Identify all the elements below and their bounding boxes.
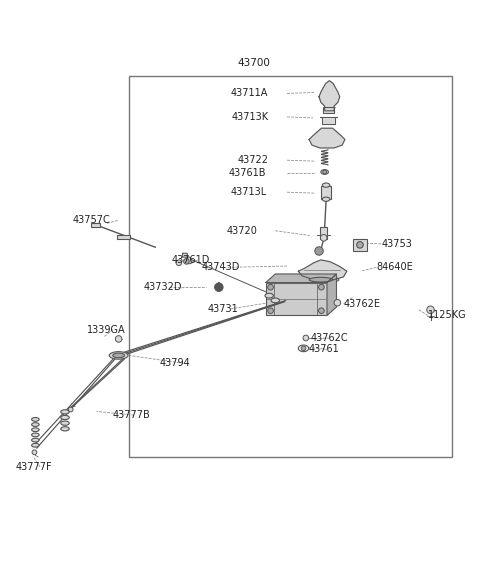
Circle shape [68,407,73,412]
Polygon shape [327,274,336,315]
Ellipse shape [32,428,39,432]
Ellipse shape [32,433,39,437]
Text: 1125KG: 1125KG [428,310,467,320]
Text: 43777F: 43777F [15,462,52,472]
Circle shape [268,308,274,314]
Circle shape [32,450,37,455]
Text: 43713K: 43713K [231,112,268,122]
Text: 43762C: 43762C [311,333,348,343]
Polygon shape [309,128,345,148]
Text: 43720: 43720 [227,226,258,236]
Polygon shape [320,117,337,124]
Ellipse shape [32,423,39,427]
Circle shape [176,260,181,266]
Circle shape [319,308,324,314]
Text: 43731: 43731 [208,304,239,314]
Text: 43711A: 43711A [231,88,268,98]
Circle shape [303,335,309,341]
Text: 43732D: 43732D [144,282,182,292]
Text: 43777B: 43777B [113,410,151,420]
Ellipse shape [309,277,333,282]
Circle shape [301,346,306,351]
Polygon shape [319,81,340,111]
Ellipse shape [32,438,39,442]
Circle shape [115,336,122,342]
Circle shape [323,170,326,174]
Circle shape [334,299,341,306]
Circle shape [427,306,434,314]
Bar [130,76,452,457]
Text: 43700: 43700 [238,58,271,68]
Ellipse shape [271,298,279,303]
Bar [91,223,100,227]
Text: 43743D: 43743D [202,263,240,272]
Bar [323,107,334,113]
Ellipse shape [109,351,128,359]
Ellipse shape [357,242,363,248]
Bar [117,235,130,239]
Ellipse shape [61,410,69,414]
Ellipse shape [321,170,328,175]
Ellipse shape [113,353,124,358]
Text: 43722: 43722 [237,155,268,165]
Ellipse shape [323,183,330,187]
Text: 43794: 43794 [160,358,191,368]
Bar [321,227,327,239]
Text: 43753: 43753 [381,239,412,249]
Circle shape [321,234,327,241]
Text: 43713L: 43713L [231,187,267,197]
Bar [353,239,367,250]
Polygon shape [299,260,347,281]
Circle shape [268,284,274,290]
Text: 43762E: 43762E [344,299,381,308]
Circle shape [315,247,323,255]
Ellipse shape [61,415,69,420]
Ellipse shape [32,418,39,421]
Circle shape [215,283,223,292]
Ellipse shape [323,197,330,201]
Ellipse shape [303,276,339,284]
Text: 1339GA: 1339GA [87,324,126,334]
Text: 43757C: 43757C [73,215,111,225]
Text: 84640E: 84640E [376,263,413,272]
Text: 43761D: 43761D [172,255,210,265]
Text: 43761: 43761 [308,344,339,354]
Bar [266,282,327,315]
Polygon shape [182,253,192,264]
Ellipse shape [265,293,274,298]
Bar [322,185,331,199]
Circle shape [183,259,189,264]
Text: 43761B: 43761B [228,168,266,179]
Ellipse shape [61,421,69,425]
Circle shape [319,284,324,290]
Polygon shape [266,274,336,282]
Ellipse shape [32,444,39,447]
Ellipse shape [61,427,69,431]
